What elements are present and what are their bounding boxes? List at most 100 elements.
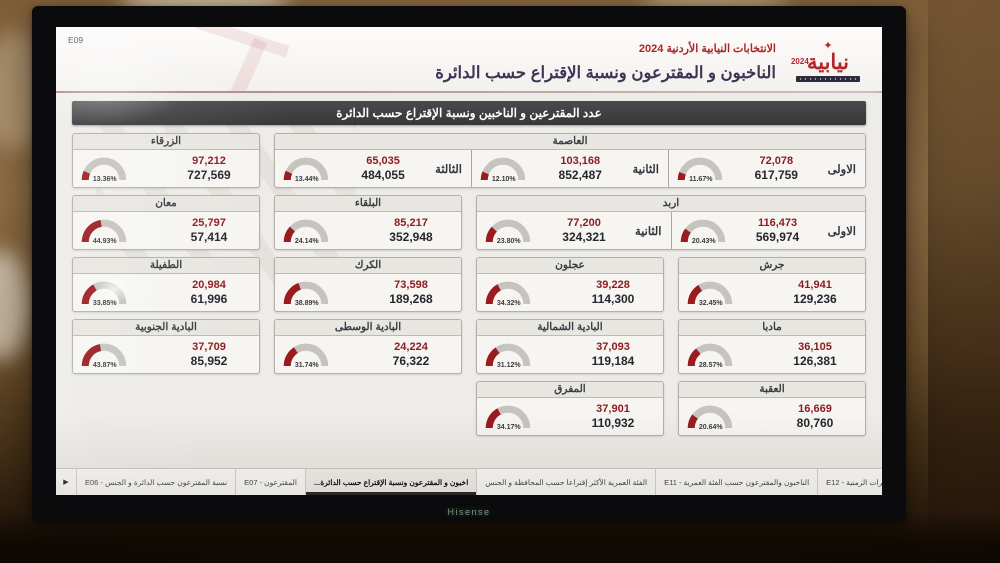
registered-count: 85,952 xyxy=(190,353,228,368)
district-card-body: 37,093 119,184 31.12% xyxy=(477,336,663,373)
voters-count: 20,984 xyxy=(192,278,226,291)
voters-count: 36,105 xyxy=(798,340,832,353)
gauge-unit[interactable]: الثانية 77,200 324,321 23.80% xyxy=(477,212,672,249)
gauge-unit[interactable]: 24,224 76,322 31.74% xyxy=(275,336,461,373)
district-card-body: 24,224 76,322 31.74% xyxy=(275,336,461,373)
gauge-unit[interactable]: 37,093 119,184 31.12% xyxy=(477,336,663,373)
voters-count: 72,078 xyxy=(759,154,794,167)
svg-text:23.80%: 23.80% xyxy=(497,238,522,245)
vote-numbers: 24,224 76,322 xyxy=(385,341,437,369)
district-card-body: 36,105 126,381 28.57% xyxy=(679,336,865,373)
registered-count: 114,300 xyxy=(591,291,635,306)
registered-count: 727,569 xyxy=(187,167,231,182)
district-title: البادية الشمالية xyxy=(477,320,663,336)
vote-numbers: 73,598 189,268 xyxy=(385,279,437,307)
logo-wordmark: نيابية 2024 xyxy=(790,50,850,74)
district-card: جرش 41,941 129,236 32.45% xyxy=(678,257,866,312)
vote-numbers: 97,212 727,569 xyxy=(183,155,235,183)
page-tab-bar: ▶ E06 - نسبة المقترعون حسب الدائرة و الج… xyxy=(56,468,882,495)
turnout-gauge-chart: 12.10% xyxy=(480,157,526,183)
registered-count: 617,759 xyxy=(754,167,798,182)
vote-numbers: 20,984 61,996 xyxy=(183,279,235,307)
district-card-body: 39,228 114,300 34.32% xyxy=(477,274,663,311)
svg-text:33.85%: 33.85% xyxy=(93,300,118,307)
turnout-gauge-chart: 13.44% xyxy=(283,157,329,183)
registered-count: 119,184 xyxy=(591,353,635,368)
district-card: مادبا 36,105 126,381 28.57% xyxy=(678,319,866,374)
vote-numbers: 116,473 569,974 xyxy=(752,217,804,245)
turnout-gauge-chart: 34.32% xyxy=(485,281,531,307)
tab-page[interactable]: الفئة العمرية الأكثر إقتراعا حسب المحافظ… xyxy=(477,469,657,495)
tab-page[interactable]: E12 - المقترعون حسب الفترات الزمنية xyxy=(818,469,882,495)
gauge-unit[interactable]: 16,669 80,760 20.64% xyxy=(679,398,865,435)
svg-text:12.10%: 12.10% xyxy=(492,176,517,183)
district-title: الكرك xyxy=(275,258,461,274)
district-card-body: الاولى 72,078 617,759 11.67% الثانية 103,168 8… xyxy=(275,150,865,187)
district-card: العاصمة الاولى 72,078 617,759 11.67% الثانية 1… xyxy=(274,133,866,188)
district-card: اربد الاولى 116,473 569,974 20.43% الثانية 77,… xyxy=(476,195,866,250)
tab-scroll-arrow[interactable]: ▶ xyxy=(56,469,77,495)
gauge-grid: العاصمة الاولى 72,078 617,759 11.67% الثانية 1… xyxy=(72,133,866,436)
gauge-unit[interactable]: الاولى 72,078 617,759 11.67% xyxy=(669,150,865,187)
gauge-unit[interactable]: 97,212 727,569 13.36% xyxy=(73,150,259,187)
gauge-unit[interactable]: 39,228 114,300 34.32% xyxy=(477,274,663,311)
gauge-unit[interactable]: 37,709 85,952 43.87% xyxy=(73,336,259,373)
registered-count: 61,996 xyxy=(190,291,228,306)
svg-text:31.74%: 31.74% xyxy=(295,362,320,369)
turnout-gauge-chart: 38.89% xyxy=(283,281,329,307)
voters-count: 24,224 xyxy=(394,340,428,353)
turnout-gauge-chart: 20.43% xyxy=(680,219,725,245)
page-code-label: E09 xyxy=(68,35,84,45)
gauge-unit[interactable]: 85,217 352,948 24.14% xyxy=(275,212,461,249)
tab-page[interactable]: E07 - المقترعون xyxy=(236,469,306,495)
district-card: البلقاء 85,217 352,948 24.14% xyxy=(274,195,462,250)
logo-year: 2024 xyxy=(790,56,809,66)
registered-count: 80,760 xyxy=(796,415,834,430)
dashboard-header: E09 ✦ نيابية 2024 الانتخابات النيابية ال… xyxy=(56,27,882,91)
district-card: البادية الوسطى 24,224 76,322 31.74% xyxy=(274,319,462,374)
district-title: البادية الوسطى xyxy=(275,320,461,336)
watermark-ribbon xyxy=(176,27,326,91)
tab-active-page[interactable]: ...اخبون و المقترعون ونسبة الإقتراع حسب … xyxy=(305,469,478,495)
district-title: البادية الجنوبية xyxy=(73,320,259,336)
tab-page[interactable]: E06 - نسبة المقترعون حسب الدائرة و الجنس xyxy=(77,469,237,495)
gauge-unit[interactable]: الاولى 116,473 569,974 20.43% xyxy=(672,212,866,249)
vote-numbers: 37,901 110,932 xyxy=(587,403,639,431)
tab-page[interactable]: E11 - الناخبون والمقترعون حسب الفئة العم… xyxy=(656,469,819,495)
voters-count: 73,598 xyxy=(394,278,428,291)
registered-count: 324,321 xyxy=(562,229,606,244)
gauge-unit[interactable]: 36,105 126,381 28.57% xyxy=(679,336,865,373)
gauge-row: العاصمة الاولى 72,078 617,759 11.67% الثانية 1… xyxy=(72,133,866,188)
district-card-body: 20,984 61,996 33.85% xyxy=(73,274,259,311)
district-title: العقبة xyxy=(679,382,865,398)
district-title: اربد xyxy=(477,196,865,212)
district-title: الزرقاء xyxy=(73,134,259,150)
district-card-body: 16,669 80,760 20.64% xyxy=(679,398,865,435)
subdistrict-label: الاولى xyxy=(827,163,856,176)
svg-text:32.45%: 32.45% xyxy=(699,300,724,307)
vote-numbers: 25,797 57,414 xyxy=(183,217,235,245)
district-card-body: 25,797 57,414 44.93% xyxy=(73,212,259,249)
gauge-unit[interactable]: 25,797 57,414 44.93% xyxy=(73,212,259,249)
wall-shadow-right xyxy=(928,0,1000,563)
district-title: عجلون xyxy=(477,258,663,274)
report-kicker: الانتخابات النيابية الأردنية 2024 xyxy=(638,42,776,55)
subdistrict-label: الثانية xyxy=(634,225,662,238)
svg-text:38.89%: 38.89% xyxy=(295,300,320,307)
voters-count: 85,217 xyxy=(394,216,428,229)
district-title: مادبا xyxy=(679,320,865,336)
turnout-gauge-chart: 33.85% xyxy=(81,281,127,307)
gauge-unit[interactable]: 37,901 110,932 34.17% xyxy=(477,398,663,435)
gauge-unit[interactable]: 41,941 129,236 32.45% xyxy=(679,274,865,311)
gauge-unit[interactable]: 73,598 189,268 38.89% xyxy=(275,274,461,311)
voters-count: 16,669 xyxy=(798,402,832,415)
tv-frame: E09 ✦ نيابية 2024 الانتخابات النيابية ال… xyxy=(32,6,906,522)
gauge-unit[interactable]: الثانية 103,168 852,487 12.10% xyxy=(472,150,669,187)
district-card-body: 85,217 352,948 24.14% xyxy=(275,212,461,249)
gauge-unit[interactable]: الثالثة 65,035 484,055 13.44% xyxy=(275,150,472,187)
svg-text:13.44%: 13.44% xyxy=(295,176,320,183)
svg-text:20.43%: 20.43% xyxy=(691,238,716,245)
registered-count: 57,414 xyxy=(190,229,228,244)
gauge-unit[interactable]: 20,984 61,996 33.85% xyxy=(73,274,259,311)
vote-numbers: 37,093 119,184 xyxy=(587,341,639,369)
